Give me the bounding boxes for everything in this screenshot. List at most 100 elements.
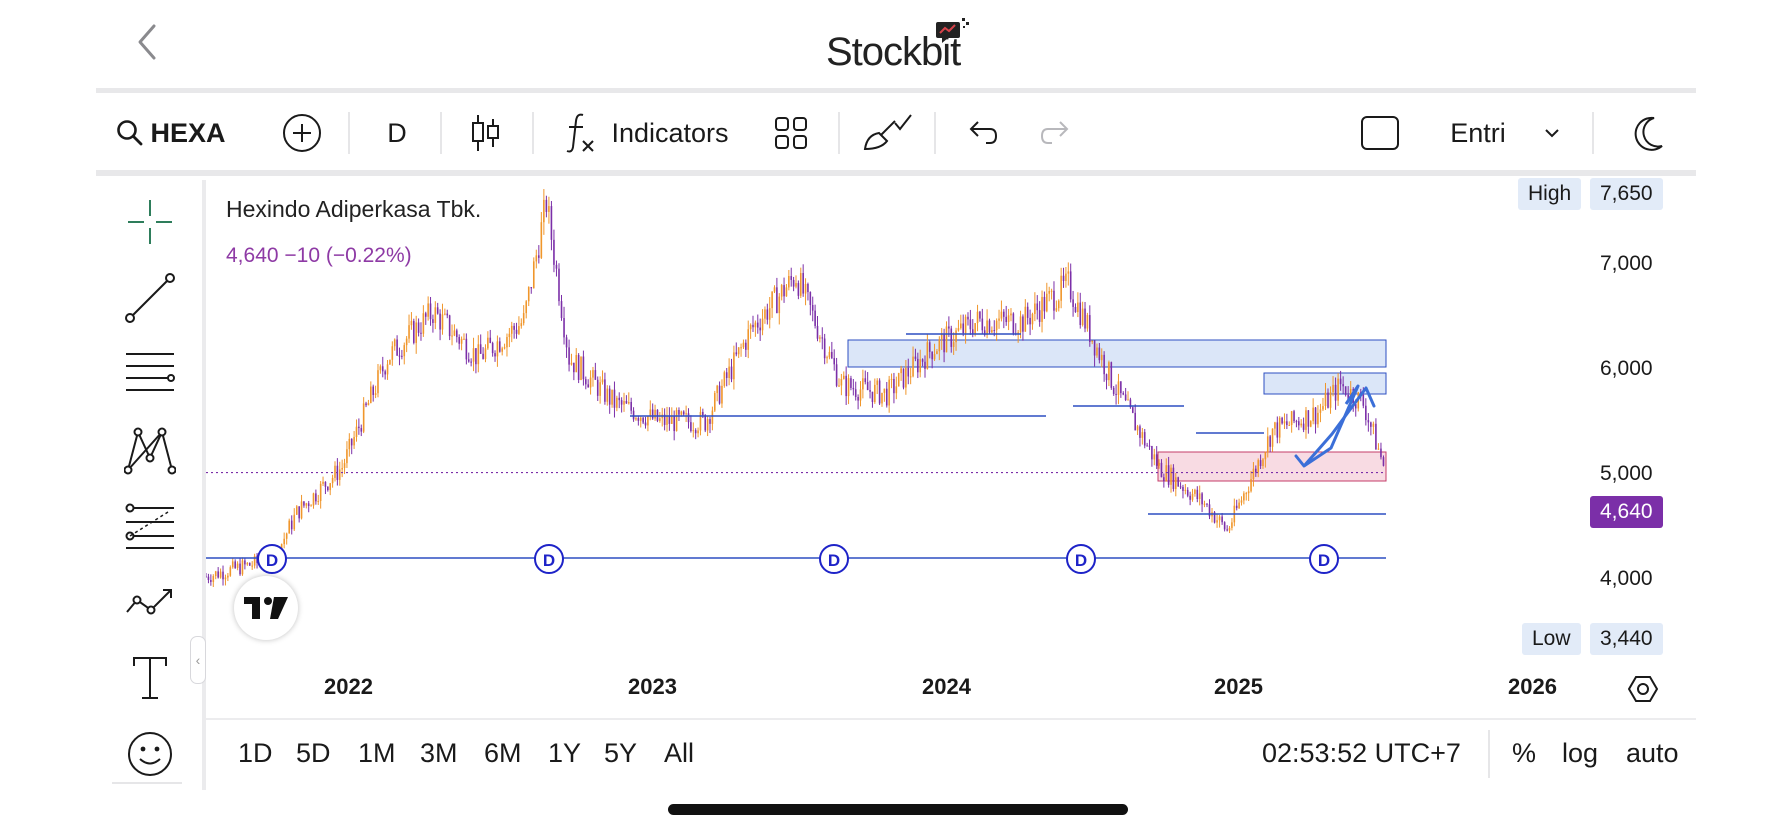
range-3m[interactable]: 3M [420,738,458,768]
candle-body [883,388,886,393]
undo-icon [969,121,998,144]
range-1d[interactable]: 1D [238,738,273,768]
candle-body [1182,486,1184,491]
candle-body [730,366,733,380]
log-scale-toggle[interactable]: log [1562,738,1599,768]
crosshair-tool[interactable] [112,190,188,254]
candle-body [854,389,857,398]
toolbar-divider [96,170,1696,176]
candle-body [1278,417,1281,438]
current-price-badge: 4,640 [1590,496,1663,528]
interval-button[interactable]: D [374,98,420,168]
range-5y[interactable]: 5Y [604,738,638,768]
candle-body [508,333,511,338]
layout-grid-button[interactable] [768,98,814,168]
candle-body [764,309,766,319]
auto-scale-toggle[interactable]: auto [1626,738,1679,768]
fib-tool[interactable] [112,494,188,558]
candle-body [807,283,809,293]
candle-body [1043,296,1046,312]
candle-body [725,372,728,379]
range-all[interactable]: All [664,738,695,768]
candle-body [866,382,869,391]
emoji-icon [128,732,172,776]
candle-body [241,560,244,575]
path-tool[interactable] [112,570,188,634]
candle-body [1266,436,1269,453]
price-change: 4,640 −10 (−0.22%) [226,244,412,267]
layout-dropdown[interactable]: Entri [1436,98,1576,168]
tradingview-logo[interactable] [234,576,298,640]
candle-body [831,351,833,359]
redo-button[interactable] [1034,98,1078,168]
undo-button[interactable] [960,98,1004,168]
candle-body [1276,422,1279,438]
range-5d[interactable]: 5D [296,738,331,768]
candle-body [675,409,678,432]
candle-body [1342,384,1344,387]
home-indicator [668,804,1128,815]
x-tick-label: 2026 [1508,674,1557,699]
chevron-left-icon [138,24,156,60]
drawing-tools-button[interactable] [858,98,916,168]
axis-settings-icon[interactable] [1628,674,1658,704]
candle-body [251,565,253,567]
candle-body [365,403,367,406]
range-6m[interactable]: 6M [484,738,522,768]
candle-body [647,416,649,426]
trendline-tool[interactable] [112,266,188,330]
candle-body [463,338,465,340]
candle-body [1050,290,1053,292]
chart-type-button[interactable] [464,98,506,168]
back-button[interactable] [128,22,168,62]
candle-body [914,356,917,359]
candle-body [885,388,888,406]
indicators-button[interactable]: Indicators [558,98,736,168]
indicators-label: Indicators [611,117,729,148]
candle-body [962,323,965,334]
candle-body [931,351,933,360]
text-tool[interactable] [112,646,188,710]
chart-toolbar: HEXA D Indicators [96,98,1696,168]
candle-body [1160,462,1163,478]
pattern-tool[interactable] [112,418,188,482]
candle-body [900,368,902,374]
candle-body [372,386,375,395]
candle-body [1314,407,1317,425]
fullscreen-button[interactable] [1356,98,1404,168]
add-symbol-button[interactable] [278,98,326,168]
candle-body [616,397,618,408]
candle-body [370,386,372,404]
candle-body [429,303,432,320]
candle-body [618,397,621,401]
candle-body [540,222,543,258]
symbol-search-button[interactable]: HEXA [112,98,230,168]
emoji-tool[interactable] [112,722,188,786]
candle-body [1029,317,1031,325]
candle-body [756,322,759,328]
candle-body [706,419,709,431]
candle-body [555,264,558,269]
candle-body [620,400,623,405]
clock[interactable]: 02:53:52 UTC+7 [1262,738,1461,768]
percent-scale-toggle[interactable]: % [1512,738,1537,768]
candle-body [503,347,506,349]
candle-body [733,352,735,380]
theme-toggle-button[interactable] [1622,98,1670,168]
candle-body [1307,410,1310,427]
candle-body [1259,460,1262,467]
candle-body [1132,407,1134,413]
range-1y[interactable]: 1Y [548,738,582,768]
dividend-marker: D [1309,544,1339,574]
candle-body [234,561,236,568]
collapse-tools-handle[interactable]: ‹ [190,636,206,684]
candle-body [768,308,771,320]
candle-body [1295,421,1298,423]
candle-body [919,359,922,373]
candle-body [319,483,322,502]
candle-body [393,339,396,347]
range-1m[interactable]: 1M [358,738,396,768]
horizontal-lines-tool[interactable] [112,342,188,406]
candle-body [857,397,859,401]
